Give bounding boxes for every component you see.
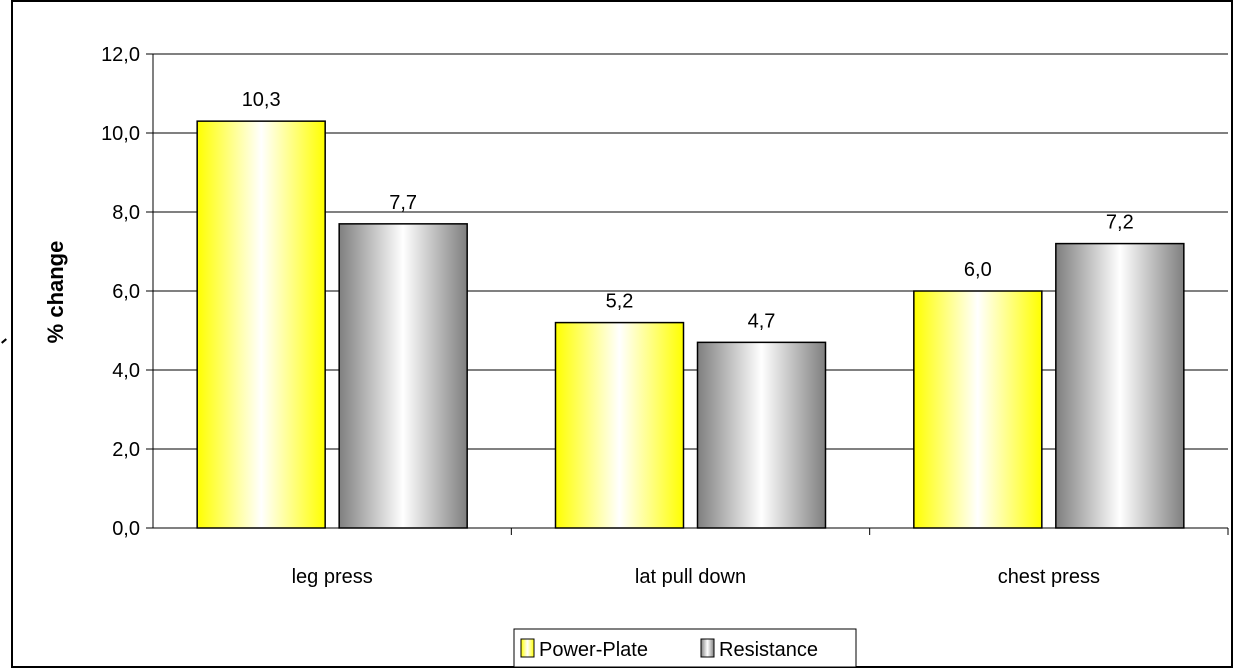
legend: Power-Plate Resistance: [513, 628, 857, 668]
legend-label-resistance: Resistance: [719, 639, 818, 661]
y-tick-label: 0,0: [112, 518, 140, 540]
legend-box: [513, 628, 857, 668]
y-tick-label: 10,0: [101, 123, 140, 145]
data-labels: 10,3 7,7 5,2 4,7 6,0 7,2: [242, 89, 1134, 332]
y-axis-title: % change: [43, 241, 68, 344]
data-label-power-plate: 10,3: [242, 89, 281, 111]
bar-power-plate: [196, 120, 326, 529]
bar-resistance: [338, 223, 468, 529]
axes: [146, 53, 1229, 535]
category-labels: leg press lat pull down chest press: [292, 566, 1100, 588]
y-tick-labels: 0,0 2,0 4,0 6,0 8,0 10,0 12,0: [101, 44, 140, 540]
bar-power-plate: [913, 290, 1043, 529]
data-label-power-plate: 5,2: [606, 291, 634, 313]
bar-resistance: [696, 341, 827, 529]
y-tick-label: 2,0: [112, 439, 140, 461]
bars: [196, 120, 1185, 529]
y-tick-label: 4,0: [112, 360, 140, 382]
legend-swatch-resistance: [700, 638, 715, 658]
data-label-resistance: 4,7: [748, 310, 776, 332]
bar-resistance: [1055, 242, 1185, 529]
legend-label-power-plate: Power-Plate: [539, 639, 648, 661]
legend-swatch-power-plate: [520, 638, 535, 658]
y-tick-label: 6,0: [112, 281, 140, 303]
data-label-power-plate: 6,0: [964, 259, 992, 281]
category-label: lat pull down: [635, 566, 746, 588]
category-label: chest press: [998, 566, 1100, 588]
gridlines: [153, 53, 1228, 450]
data-label-resistance: 7,7: [389, 192, 417, 214]
y-tick-label: 8,0: [112, 202, 140, 224]
bar-power-plate: [554, 321, 685, 529]
y-tick-label: 12,0: [101, 44, 140, 66]
data-label-resistance: 7,2: [1106, 212, 1134, 234]
category-label: leg press: [292, 566, 373, 588]
